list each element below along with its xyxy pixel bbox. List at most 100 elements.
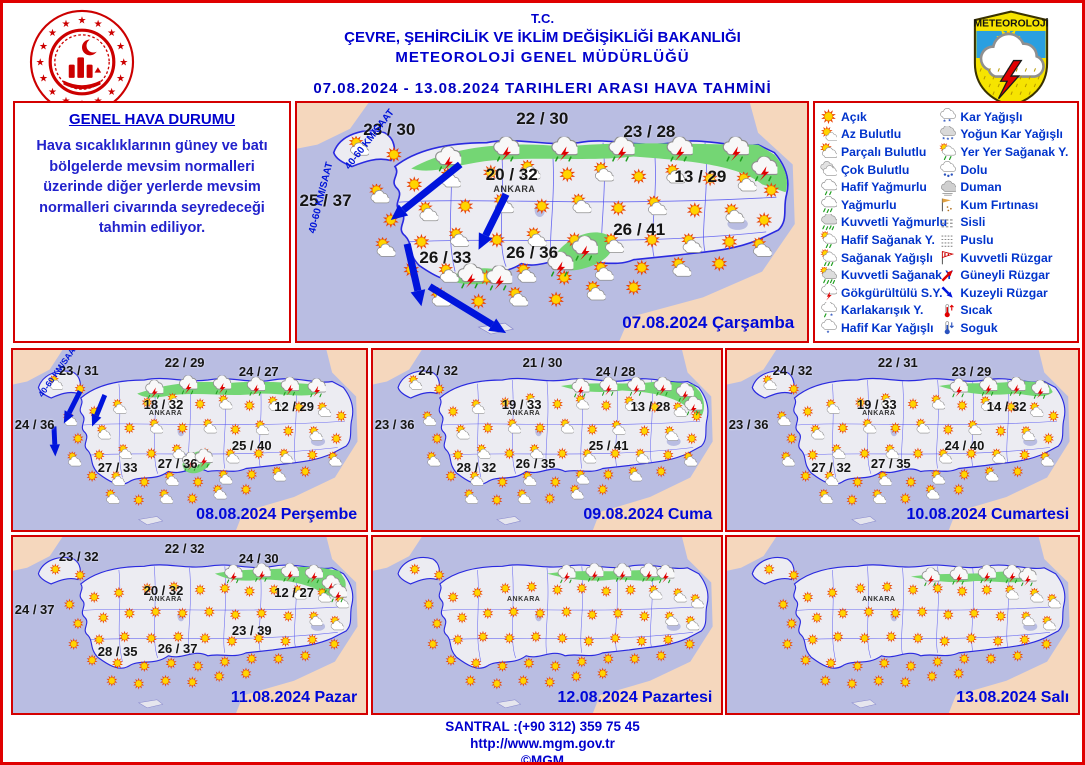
temp-label-nw: 24 / 32: [772, 362, 813, 378]
header-ministry: ÇEVRE, ŞEHİRCİLİK VE İKLİM DEĞİŞİKLİĞİ B…: [344, 29, 741, 46]
city-label-ankara: ANKARA: [493, 183, 536, 194]
sleet-icon: *: [820, 300, 838, 320]
legend-item: Yağmurlu: [820, 196, 939, 214]
temp-label-south: 27 / 32: [811, 459, 851, 475]
sun-small-cloud-icon: [820, 125, 839, 143]
map-date-label: 13.08.2024 Salı: [956, 688, 1070, 706]
legend-label: Yer Yer Sağanak Y.: [960, 144, 1069, 159]
legend-label: Gökgürültülü S.Y.: [841, 285, 943, 300]
temp-label-ne: 23 / 29: [951, 364, 992, 380]
legend-label: Kum Fırtınası: [960, 197, 1039, 212]
temp-label-south: 28 / 32: [456, 459, 497, 475]
map-date-label: 08.08.2024 Perşembe: [196, 505, 358, 523]
temp-label-west: 24 / 36: [14, 416, 55, 432]
temp-label-south-center: 26 / 36: [506, 243, 559, 263]
turkey-map: [13, 350, 366, 530]
light-rain-icon: [820, 178, 838, 196]
temp-label-west: 23 / 36: [374, 416, 415, 432]
snow-icon: * *: [939, 108, 957, 126]
cold-icon: [939, 319, 957, 336]
light-snow-icon: *: [820, 319, 838, 338]
forecast-map-carsamba: 23 / 30 22 / 30 23 / 28 20 / 32 13 / 29 …: [295, 101, 809, 343]
legend-item: Gökgürültülü S.Y.: [820, 283, 943, 302]
legend-label: Hafif Yağmurlu: [841, 180, 927, 195]
north-wind-icon: [939, 284, 957, 301]
svg-text:*: *: [949, 119, 952, 126]
header-text-block: T.C. ÇEVRE, ŞEHİRCİLİK VE İKLİM DEĞİŞİKL…: [163, 9, 922, 97]
legend-label: Hafif Kar Yağışlı: [841, 320, 934, 335]
temp-label-n: 22 / 31: [877, 354, 918, 370]
svg-text:★: ★: [39, 73, 48, 84]
haze-icon: [939, 231, 957, 248]
temp-label-east: 13 / 28: [630, 398, 671, 414]
turkey-map: [727, 537, 1078, 713]
legend-label: Sağanak Yağışlı: [841, 250, 933, 265]
footer-url-link[interactable]: http://www.mgm.gov.tr: [470, 735, 615, 751]
svg-text:★: ★: [39, 41, 48, 52]
svg-text:★: ★: [116, 73, 125, 84]
smoke-icon: [939, 179, 958, 196]
temp-label-east: 13 / 29: [674, 167, 727, 187]
temp-label-east: 14 / 32: [986, 398, 1027, 414]
legend-item: Puslu: [939, 231, 1074, 249]
svg-text:*: *: [944, 119, 947, 125]
temp-label-n: 22 / 32: [164, 541, 205, 557]
legend-label: Kuvvetli Sağanak Y: [841, 268, 954, 283]
map-date-label: 10.08.2024 Cumartesi: [906, 505, 1070, 523]
legend-item: Kuvvetli Rüzgar: [939, 249, 1074, 267]
temp-label-ankara: 19 / 33: [856, 396, 897, 412]
local-shower-icon: [939, 142, 957, 161]
map-date-label: 11.08.2024 Pazar: [230, 688, 358, 706]
legend-item: Kum Fırtınası: [939, 196, 1074, 214]
svg-text:★: ★: [62, 19, 71, 30]
sandstorm-icon: [939, 196, 957, 213]
legend-label: Yoğun Kar Yağışlı: [960, 127, 1063, 142]
footer-copyright: ©MGM: [521, 752, 564, 765]
legend-label: Hafif Sağanak Y.: [841, 232, 935, 247]
legend-item: Duman: [939, 178, 1074, 196]
turkey-map: [373, 537, 721, 713]
turkey-map: [13, 537, 366, 713]
svg-text:★: ★: [48, 28, 57, 39]
svg-text:*: *: [827, 331, 830, 337]
legend-column-1: Açık Az Bulutlu Parçalı Bulutlu Çok Bulu…: [819, 108, 953, 338]
header-tc: T.C.: [530, 11, 555, 26]
svg-text:*: *: [943, 136, 946, 143]
footer: SANTRAL :(+90 312) 359 75 45 http://www.…: [3, 719, 1082, 765]
forecast-map-cuma: 24 / 32 21 / 30 24 / 28 19 / 33 13 / 28 …: [371, 348, 723, 532]
header-directorate: METEOROLOJİ GENEL MÜDÜRLÜĞÜ: [395, 49, 690, 66]
shield-logo-text: METEOROLOJİ: [974, 16, 1049, 29]
sun-cloud-icon: [820, 142, 838, 160]
svg-text:★: ★: [48, 87, 57, 98]
svg-text:★: ★: [107, 87, 116, 98]
footer-phone: SANTRAL :(+90 312) 359 75 45: [445, 719, 640, 734]
turkey-map: [727, 350, 1078, 530]
turkey-map: [297, 103, 807, 341]
temp-label-southeast: 25 / 40: [231, 438, 272, 454]
temp-label-east: 12 / 27: [274, 584, 314, 600]
svg-text:★: ★: [107, 28, 116, 39]
legend-label: Yağmurlu: [841, 197, 897, 212]
legend-item: * Hafif Kar Yağışlı: [820, 319, 939, 338]
temp-label-south: 27 / 33: [97, 459, 138, 475]
temp-label-south: 26 / 33: [419, 248, 472, 268]
svg-text:★: ★: [119, 57, 128, 68]
shower-icon: [820, 248, 838, 267]
temp-label-ne: 24 / 28: [595, 364, 636, 380]
temp-label-south: 28 / 35: [97, 644, 138, 660]
light-shower-icon: [820, 230, 838, 249]
svg-text:★: ★: [94, 19, 103, 30]
temp-label-south-center: 27 / 35: [870, 456, 911, 472]
temp-label-nw: 23 / 32: [58, 549, 99, 565]
temp-label-ne: 23 / 28: [623, 122, 676, 142]
forecast-map-pazar: 23 / 32 22 / 32 24 / 30 20 / 32 12 / 27 …: [11, 535, 368, 715]
map-date-label: 12.08.2024 Pazartesi: [557, 688, 713, 706]
heavy-shower-icon: [819, 265, 838, 284]
legend-item: * Karlakarışık Y.: [820, 300, 939, 320]
legend-item: Kuvvetli Sağanak Y: [819, 265, 953, 284]
south-wind-icon: [939, 267, 957, 284]
hot-icon: [939, 302, 957, 319]
legend-label: Puslu: [960, 232, 994, 247]
temp-label-nw: 24 / 32: [418, 362, 458, 378]
